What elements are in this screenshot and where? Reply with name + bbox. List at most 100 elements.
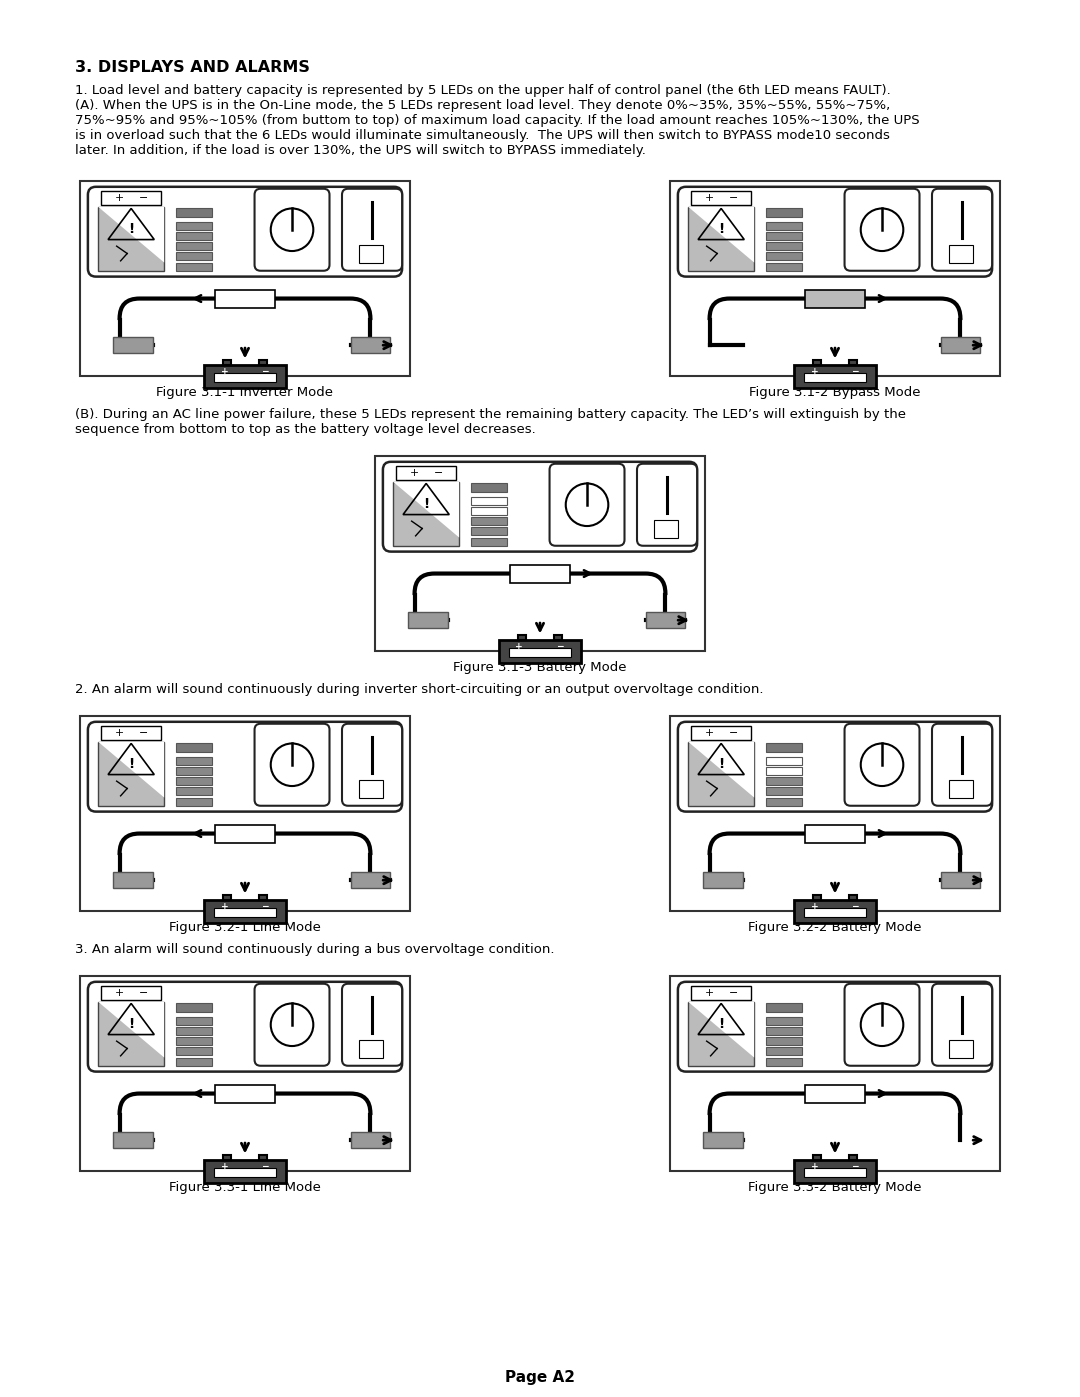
Bar <box>949 246 973 263</box>
FancyBboxPatch shape <box>670 717 1000 911</box>
Bar <box>176 242 213 250</box>
Bar <box>215 289 274 307</box>
Text: !: ! <box>718 1017 725 1031</box>
Text: !: ! <box>129 757 134 771</box>
Bar <box>688 1002 754 1066</box>
Bar <box>517 636 526 640</box>
Bar <box>766 757 802 764</box>
Circle shape <box>861 1003 903 1046</box>
Bar <box>691 726 751 740</box>
Bar <box>813 360 821 365</box>
Bar <box>176 232 213 240</box>
Text: −: − <box>261 902 269 911</box>
Bar <box>259 1155 267 1160</box>
Bar <box>471 527 508 535</box>
Bar <box>176 222 213 229</box>
Text: −: − <box>138 728 148 738</box>
Bar <box>396 467 456 481</box>
Text: !: ! <box>423 497 429 511</box>
FancyBboxPatch shape <box>678 187 993 277</box>
Text: +: + <box>705 988 714 997</box>
Bar <box>176 1037 213 1045</box>
Bar <box>794 1160 876 1183</box>
Bar <box>688 742 754 806</box>
Text: −: − <box>433 468 443 478</box>
Text: (B). During an AC line power failure, these 5 LEDs represent the remaining batte: (B). During an AC line power failure, th… <box>75 408 906 420</box>
Bar <box>794 900 876 923</box>
Text: −: − <box>852 367 860 376</box>
FancyBboxPatch shape <box>550 464 624 546</box>
Text: −: − <box>728 193 738 203</box>
Bar <box>941 337 981 353</box>
Text: −: − <box>138 988 148 997</box>
Bar <box>766 222 802 229</box>
Text: −: − <box>557 643 565 651</box>
Text: −: − <box>852 1162 860 1171</box>
Bar <box>554 636 563 640</box>
FancyBboxPatch shape <box>255 189 329 271</box>
Text: −: − <box>728 728 738 738</box>
Text: 75%~95% and 95%~105% (from buttom to top) of maximum load capacity. If the load : 75%~95% and 95%~105% (from buttom to top… <box>75 115 920 127</box>
Polygon shape <box>98 207 164 263</box>
Bar <box>766 777 802 785</box>
Bar <box>471 496 508 504</box>
Bar <box>176 798 213 806</box>
Bar <box>393 482 459 546</box>
Bar <box>766 1017 802 1025</box>
Text: Figure 3.3-2 Battery Mode: Figure 3.3-2 Battery Mode <box>748 1180 921 1194</box>
FancyBboxPatch shape <box>637 464 697 546</box>
Polygon shape <box>393 482 459 538</box>
Bar <box>176 743 213 753</box>
Text: +: + <box>220 902 228 911</box>
Bar <box>766 1037 802 1045</box>
Text: Page A2: Page A2 <box>505 1370 575 1384</box>
Polygon shape <box>688 1002 754 1058</box>
Bar <box>359 781 382 798</box>
Bar <box>794 365 876 388</box>
Bar <box>766 242 802 250</box>
Bar <box>766 232 802 240</box>
Circle shape <box>271 1003 313 1046</box>
Bar <box>102 191 161 205</box>
Bar <box>204 365 286 388</box>
Bar <box>204 1160 286 1183</box>
Text: +: + <box>810 1162 819 1171</box>
Text: +: + <box>409 468 419 478</box>
Bar <box>949 1041 973 1058</box>
Bar <box>849 360 858 365</box>
Bar <box>703 872 743 888</box>
Bar <box>766 798 802 806</box>
Bar <box>949 781 973 798</box>
Text: −: − <box>852 902 860 911</box>
Text: 3. DISPLAYS AND ALARMS: 3. DISPLAYS AND ALARMS <box>75 60 310 75</box>
Text: later. In addition, if the load is over 130%, the UPS will switch to BYPASS imme: later. In addition, if the load is over … <box>75 144 646 156</box>
Text: sequence from bottom to top as the battery voltage level decreases.: sequence from bottom to top as the batte… <box>75 423 536 436</box>
Bar <box>214 373 276 383</box>
Bar <box>215 1084 274 1102</box>
Bar <box>222 895 231 900</box>
Bar <box>471 483 508 493</box>
Bar <box>806 1084 865 1102</box>
FancyBboxPatch shape <box>670 977 1000 1171</box>
Circle shape <box>271 743 313 787</box>
Bar <box>646 612 685 629</box>
Text: !: ! <box>129 222 134 236</box>
Bar <box>511 564 570 583</box>
Text: +: + <box>114 728 124 738</box>
Bar <box>351 1132 390 1148</box>
Circle shape <box>271 208 313 251</box>
Text: !: ! <box>129 1017 134 1031</box>
FancyBboxPatch shape <box>342 983 402 1066</box>
Text: Figure 3.3-1 Line Mode: Figure 3.3-1 Line Mode <box>170 1180 321 1194</box>
FancyBboxPatch shape <box>87 982 402 1071</box>
Bar <box>214 1168 276 1178</box>
Text: !: ! <box>718 222 725 236</box>
Bar <box>766 1027 802 1035</box>
Bar <box>176 1058 213 1066</box>
Bar <box>113 872 152 888</box>
FancyBboxPatch shape <box>342 189 402 271</box>
Bar <box>204 900 286 923</box>
Bar <box>176 1048 213 1056</box>
Bar <box>113 1132 152 1148</box>
Text: Figure 3.2-1 Line Mode: Figure 3.2-1 Line Mode <box>170 921 321 935</box>
